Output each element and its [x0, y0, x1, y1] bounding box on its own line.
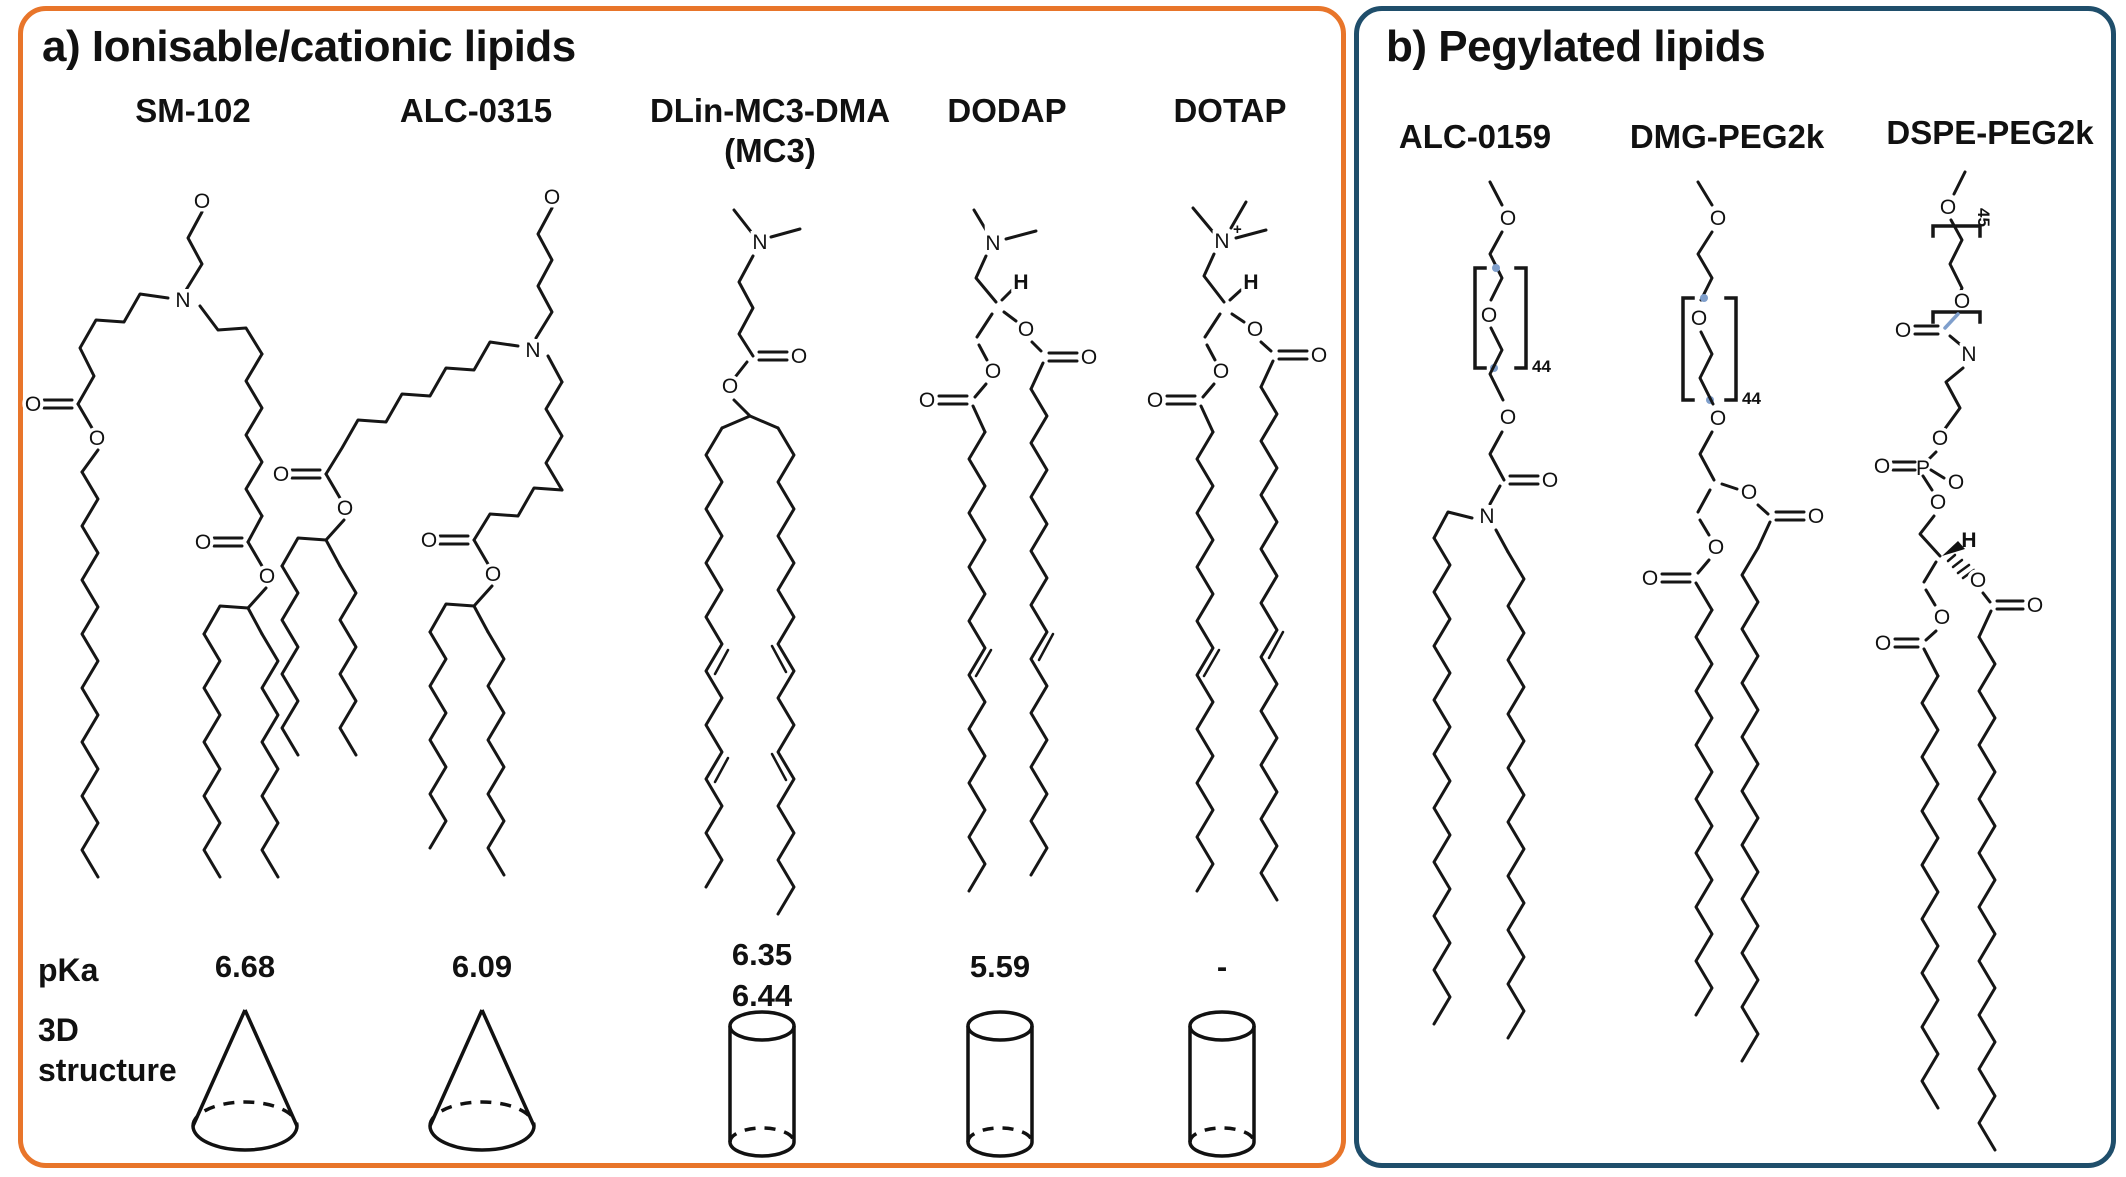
atom-label: O [89, 427, 105, 450]
atom-label: O [25, 393, 41, 416]
peg-repeat-count: 44 [1532, 357, 1551, 376]
atom-label: O [1932, 427, 1948, 450]
atom-label: O [1874, 455, 1890, 478]
atom-label: O [337, 497, 353, 520]
atom-label: O [1930, 491, 1946, 514]
pka-value-mc3: 6.35 6.44 [731, 937, 793, 1013]
pka-row-label: pKa [38, 952, 99, 988]
peg-repeat-count: 45 [1974, 208, 1993, 227]
peg-bracket-bond [1943, 312, 1960, 330]
atom-label: O [1642, 567, 1658, 590]
lipid-name-dmgpeg2k: DMG-PEG2k [1629, 118, 1825, 155]
atom-label: O [1710, 407, 1726, 430]
atom-label: O [1147, 389, 1163, 412]
atom-label: O [1934, 606, 1950, 629]
atom-label: O [421, 529, 437, 552]
panel-b-title: b) Pegylated lipids [1386, 22, 1766, 71]
atom-label: O [1970, 569, 1986, 592]
atom-label: O [985, 360, 1001, 383]
panel-ionisable-lipids [18, 6, 1346, 1168]
lipid-name-alc0159: ALC-0159 [1398, 118, 1552, 155]
lipid-name-mc3: DLin-MC3-DMA [649, 92, 891, 129]
atom-label: O [1500, 406, 1516, 429]
atom-label: O [1018, 318, 1034, 341]
atom-label: O [273, 463, 289, 486]
atom-label: N [525, 339, 540, 362]
atom-label: N [1479, 505, 1494, 528]
atom-label: O [194, 190, 210, 213]
cone-shape [191, 1009, 299, 1152]
atom-label: O [1940, 196, 1956, 219]
panel-a-title: a) Ionisable/cationic lipids [42, 22, 576, 71]
charge-label: + [1233, 221, 1242, 238]
atom-label: O [1500, 207, 1516, 230]
dmgpeg2k-structure: O 44 O O O O O O [1638, 180, 1828, 1063]
atom-label: O [1311, 344, 1327, 367]
atom-label: N [1214, 230, 1229, 253]
peg-bracket-dot [1492, 264, 1500, 272]
atom-label: N [1961, 343, 1976, 366]
panel-pegylated-lipids [1354, 6, 2116, 1168]
atom-label: O [1954, 290, 1970, 313]
alc0315-structure: O N O O O O [269, 183, 564, 877]
atom-label: O [1948, 471, 1964, 494]
sm102-structure: O N O O O O [21, 187, 280, 879]
lipid-name-dotap: DOTAP [1173, 92, 1287, 129]
atom-label: O [1895, 319, 1911, 342]
atom-label: O [919, 389, 935, 412]
cylinder-shape [1188, 1010, 1256, 1158]
atom-label: P [1916, 457, 1930, 480]
atom-label: O [1808, 505, 1824, 528]
pka-value-sm102: 6.68 [214, 949, 276, 984]
atom-label: O [1708, 536, 1724, 559]
alc0159-structure: O 44 O O O N [1432, 180, 1562, 1040]
atom-label: O [1875, 632, 1891, 655]
peg-bracket-dot [1700, 294, 1708, 302]
atom-label: N [752, 231, 767, 254]
structure-row-label: 3D structure [38, 1012, 177, 1088]
lipid-name-mc3-line2: (MC3) [724, 132, 816, 169]
atom-label: O [1213, 360, 1229, 383]
wedge-bond [1942, 541, 1965, 556]
atom-label: O [195, 531, 211, 554]
atom-label: O [259, 565, 275, 588]
atom-label: O [791, 345, 807, 368]
lipid-name-dspepeg2k: DSPE-PEG2k [1886, 114, 2094, 151]
atom-label: O [1481, 304, 1497, 327]
lipid-name-dodap: DODAP [947, 92, 1067, 129]
atom-label: N [175, 289, 190, 312]
dotap-structure: N + H O O O O [1143, 200, 1331, 902]
hash-bond [1946, 553, 1976, 580]
cone-shape [428, 1009, 536, 1152]
atom-label: H [1243, 271, 1258, 294]
mc3-structure: N O O [704, 208, 811, 916]
atom-label: O [485, 563, 501, 586]
atom-label: O [1542, 469, 1558, 492]
atom-label: O [1710, 207, 1726, 230]
cylinder-shape [966, 1010, 1034, 1158]
atom-label: O [1247, 318, 1263, 341]
lipid-name-alc0315: ALC-0315 [399, 92, 553, 129]
pka-value-alc0315: 6.09 [451, 949, 513, 984]
atom-label: O [1691, 307, 1707, 330]
peg-repeat-count: 44 [1742, 389, 1761, 408]
atom-label: O [1081, 346, 1097, 369]
dodap-structure: N H O O O O [915, 208, 1101, 893]
atom-label: N [985, 232, 1000, 255]
atom-label: O [2027, 594, 2043, 617]
atom-label: O [544, 186, 560, 209]
cylinder-shape [728, 1010, 796, 1158]
atom-label: O [722, 375, 738, 398]
atom-label: O [1741, 481, 1757, 504]
dspepeg2k-structure: O 45 O O N O P O O O H O O O O [1870, 170, 2047, 1152]
atom-label: H [1013, 271, 1028, 294]
pka-value-dodap: 5.59 [969, 949, 1031, 984]
pka-value-dotap: - [1216, 949, 1228, 984]
lipid-name-sm102: SM-102 [135, 92, 251, 129]
